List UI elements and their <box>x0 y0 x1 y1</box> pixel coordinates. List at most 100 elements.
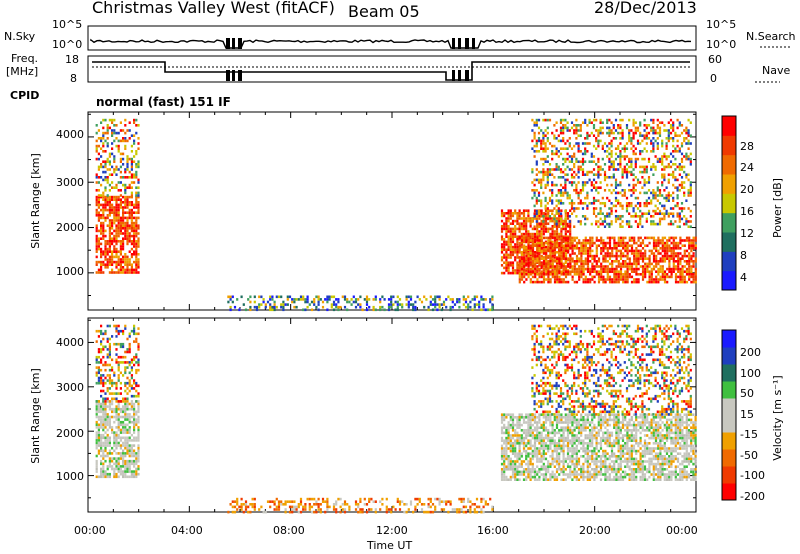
data-cell <box>535 202 538 205</box>
data-cell <box>608 257 612 260</box>
data-cell <box>350 298 353 301</box>
data-cell <box>655 249 658 253</box>
data-cell <box>681 239 684 242</box>
data-cell <box>661 254 664 258</box>
data-cell <box>486 308 490 312</box>
data-cell <box>133 426 136 429</box>
data-cell <box>533 470 537 474</box>
data-cell <box>606 212 609 215</box>
data-cell <box>669 126 673 130</box>
data-cell <box>260 303 263 306</box>
data-cell <box>527 247 530 250</box>
data-cell <box>95 423 98 427</box>
data-cell <box>566 165 569 169</box>
data-cell <box>106 418 109 421</box>
data-cell <box>527 475 530 479</box>
data-cell <box>566 230 570 233</box>
data-cell <box>542 139 545 143</box>
data-cell <box>658 121 662 124</box>
data-cell <box>117 418 120 421</box>
data-cell <box>104 381 107 385</box>
freq-label-2: [MHz] <box>6 65 39 78</box>
data-cell <box>615 280 618 284</box>
data-cell <box>484 308 487 312</box>
data-cell <box>588 121 591 124</box>
data-cell <box>126 203 129 207</box>
data-cell <box>661 168 664 171</box>
data-cell <box>126 227 129 230</box>
data-cell <box>503 431 506 435</box>
data-cell <box>619 124 622 127</box>
data-cell <box>674 252 678 255</box>
data-cell <box>104 189 107 192</box>
data-cell <box>431 303 435 306</box>
data-cell <box>575 241 579 245</box>
data-cell <box>126 195 129 199</box>
data-cell <box>102 118 105 122</box>
data-cell <box>128 418 131 421</box>
data-cell <box>562 163 565 166</box>
data-cell <box>133 240 136 243</box>
data-cell <box>533 183 536 187</box>
data-cell <box>509 444 512 448</box>
data-cell <box>685 220 688 223</box>
data-cell <box>600 241 603 245</box>
data-cell <box>569 247 572 250</box>
data-cell <box>117 144 120 148</box>
data-cell <box>551 266 554 270</box>
data-cell <box>396 295 399 299</box>
data-cell <box>558 249 561 253</box>
data-cell <box>500 225 504 228</box>
data-cell <box>613 241 616 245</box>
data-cell <box>122 216 125 220</box>
data-cell <box>547 214 550 218</box>
data-cell <box>599 186 602 189</box>
data-cell <box>564 189 567 192</box>
data-cell <box>559 131 563 135</box>
data-cell <box>130 255 133 259</box>
data-cell <box>102 462 105 466</box>
data-cell <box>694 270 697 273</box>
data-cell <box>575 137 578 140</box>
data-cell <box>635 270 638 273</box>
data-cell <box>608 270 612 273</box>
data-cell <box>128 234 131 238</box>
data-cell <box>632 131 635 135</box>
data-cell <box>124 118 127 122</box>
data-cell <box>558 262 561 266</box>
data-cell <box>111 227 114 230</box>
data-cell <box>313 298 316 301</box>
data-cell <box>619 183 622 187</box>
data-cell <box>641 275 645 279</box>
data-cell <box>584 239 587 242</box>
data-cell <box>564 249 568 253</box>
data-cell <box>514 447 517 450</box>
data-cell <box>566 196 569 200</box>
data-cell <box>628 212 631 215</box>
data-cell <box>655 262 658 266</box>
data-cell <box>559 139 563 143</box>
data-cell <box>562 191 565 195</box>
data-cell <box>589 273 592 276</box>
data-cell <box>608 207 611 210</box>
data-cell <box>108 173 111 176</box>
data-cell <box>667 134 670 137</box>
data-cell <box>549 260 552 263</box>
data-cell <box>108 258 111 261</box>
data-cell <box>511 442 515 445</box>
data-cell <box>407 300 410 304</box>
data-cell <box>555 147 558 150</box>
data-cell <box>130 134 133 137</box>
data-cell <box>567 244 570 247</box>
data-cell <box>115 234 118 238</box>
data-cell <box>604 265 607 268</box>
data-cell <box>621 170 624 174</box>
data-cell <box>571 267 574 271</box>
data-cell <box>95 467 98 471</box>
data-cell <box>535 163 538 166</box>
data-cell <box>610 212 613 215</box>
data-cell <box>590 222 593 226</box>
data-cell <box>126 441 129 445</box>
data-cell <box>117 444 120 447</box>
data-cell <box>505 431 508 435</box>
